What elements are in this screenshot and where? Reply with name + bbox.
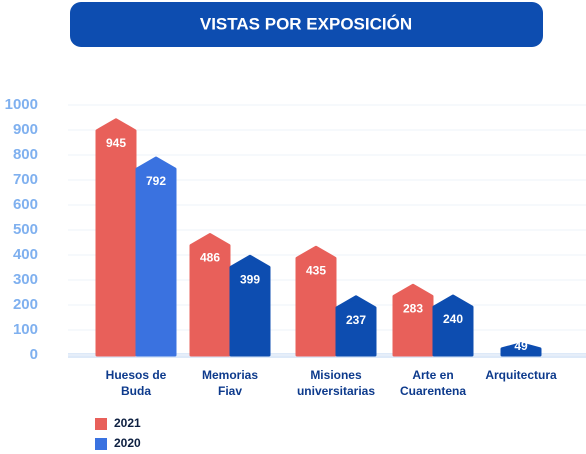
title-banner: [70, 2, 543, 47]
legend-label: 2021: [114, 416, 141, 430]
y-tick-label: 200: [13, 296, 38, 313]
y-tick-label: 300: [13, 271, 38, 288]
x-tick-label: Misiones universitarias: [296, 368, 376, 398]
value-label: 283: [403, 301, 423, 315]
bar: [392, 283, 434, 357]
bar: [295, 245, 337, 357]
value-label: 237: [346, 313, 366, 327]
y-tick-label: 100: [13, 321, 38, 338]
y-tick-label: 400: [13, 246, 38, 263]
bar: [432, 294, 474, 357]
legend-label: 2020: [114, 436, 141, 450]
legend-swatch: [95, 438, 107, 450]
legend-swatch: [95, 418, 107, 430]
value-label: 435: [306, 263, 326, 277]
y-tick-label: 1000: [5, 96, 38, 113]
y-tick-label: 600: [13, 196, 38, 213]
bar: [500, 342, 542, 357]
bar: [95, 118, 137, 357]
value-label: 399: [240, 272, 260, 286]
y-tick-label: 900: [13, 121, 38, 138]
value-label: 792: [146, 174, 166, 188]
bar: [229, 254, 271, 357]
bar: [335, 295, 377, 357]
x-tick-label: Memorias Fiav: [201, 368, 259, 398]
x-tick-label: Arquitectura: [485, 368, 557, 382]
value-label: 240: [443, 312, 463, 326]
value-label: 945: [106, 136, 126, 150]
x-tick-label: Huesos de Buda: [105, 368, 167, 398]
value-label: 49: [514, 339, 528, 353]
x-tick-label: Arte en Cuarentena: [399, 368, 467, 398]
bar: [135, 156, 177, 357]
y-tick-label: 800: [13, 146, 38, 163]
value-label: 486: [200, 251, 220, 265]
y-tick-label: 0: [30, 346, 38, 363]
y-tick-label: 500: [13, 221, 38, 238]
chart-title: VISTAS POR EXPOSICIÓN: [200, 14, 412, 33]
bar: [189, 233, 231, 357]
y-tick-label: 700: [13, 171, 38, 188]
